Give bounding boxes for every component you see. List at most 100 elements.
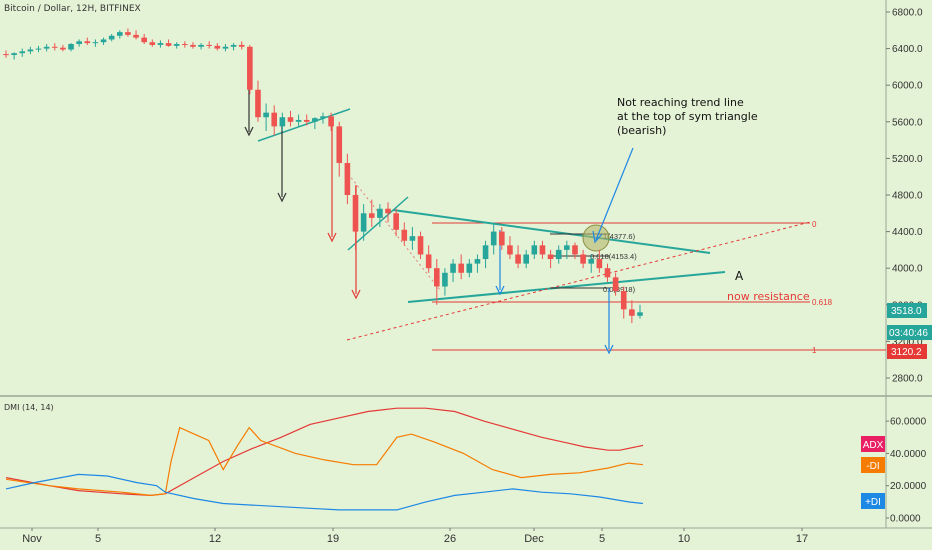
candle-body[interactable] [190, 44, 196, 47]
arrow-red-1[interactable] [327, 120, 337, 243]
triangle-upper-line[interactable] [392, 209, 711, 254]
flag-line[interactable] [347, 196, 409, 251]
candle-body[interactable] [466, 263, 473, 273]
candle-body[interactable] [19, 51, 26, 54]
candle-body[interactable] [295, 119, 302, 122]
candle-body[interactable] [230, 44, 237, 47]
candle-body[interactable] [238, 44, 245, 47]
candle-body[interactable] [125, 32, 131, 35]
candle-body[interactable] [328, 116, 334, 127]
candle-body[interactable] [442, 272, 448, 287]
candle-body[interactable] [515, 254, 521, 264]
candle-body[interactable] [604, 268, 611, 278]
price-pane[interactable] [0, 0, 886, 395]
candle-body[interactable] [182, 44, 188, 46]
candle-body[interactable] [531, 245, 538, 255]
candle-body[interactable] [320, 116, 326, 119]
candle-body[interactable] [116, 32, 123, 36]
time-axis-label: 12 [209, 533, 221, 545]
candle-body[interactable] [499, 231, 505, 246]
arrow-note-pointer[interactable] [592, 147, 634, 244]
candle-body[interactable] [588, 259, 595, 264]
fib-1-right-label: 1 [812, 346, 817, 355]
time-axis-label: 26 [444, 533, 456, 545]
candle-body[interactable] [385, 208, 391, 214]
candle-body[interactable] [620, 291, 627, 310]
dmi-pane[interactable] [0, 398, 886, 528]
candle-body[interactable] [27, 49, 34, 52]
time-axis-label: Dec [524, 533, 544, 545]
candle-body[interactable] [482, 245, 489, 260]
candle-body[interactable] [612, 277, 619, 292]
candle-body[interactable] [271, 112, 278, 127]
candle-body[interactable] [458, 263, 464, 273]
candle-body[interactable] [377, 208, 383, 218]
dashed-trend-line[interactable] [346, 221, 811, 341]
candle-body[interactable] [222, 46, 229, 49]
candle-body[interactable] [141, 37, 147, 43]
candle-body[interactable] [312, 118, 318, 122]
candle-body[interactable] [344, 162, 351, 195]
candle-body[interactable] [84, 41, 91, 44]
candle-body[interactable] [555, 249, 562, 260]
candle-body[interactable] [637, 312, 643, 316]
candle-body[interactable] [247, 46, 253, 90]
candle-body[interactable] [433, 268, 440, 287]
candle-body[interactable] [3, 54, 9, 56]
arrow-dark-2[interactable] [277, 118, 287, 203]
candle-body[interactable] [352, 195, 359, 232]
candle-body[interactable] [523, 254, 530, 264]
candle-body[interactable] [133, 34, 139, 38]
candle-body[interactable] [255, 89, 261, 118]
candle-body[interactable] [547, 254, 554, 260]
dmi-line-di[interactable] [5, 426, 644, 497]
candle-body[interactable] [393, 213, 399, 230]
candle-body[interactable] [68, 44, 74, 50]
candle-body[interactable] [564, 245, 570, 250]
candle-body[interactable] [425, 254, 432, 269]
triangle-lower-line[interactable] [407, 271, 726, 303]
candle-body[interactable] [409, 236, 416, 241]
candle-body[interactable] [401, 229, 408, 241]
candle-body[interactable] [214, 45, 221, 49]
candle-body[interactable] [11, 53, 17, 56]
candle-body[interactable] [198, 44, 204, 47]
candle-body[interactable] [417, 236, 424, 255]
candle-body[interactable] [100, 39, 107, 43]
candle-body[interactable] [474, 259, 481, 264]
candle-body[interactable] [60, 47, 66, 50]
candle-body[interactable] [263, 112, 269, 118]
candle-body[interactable] [157, 43, 164, 45]
candle-body[interactable] [51, 46, 58, 48]
pennant-line[interactable] [257, 108, 351, 142]
candle-body[interactable] [507, 245, 513, 255]
highlight-circle[interactable] [582, 224, 610, 252]
dmi-tick-label: 40.0000 [890, 449, 927, 460]
candle-body[interactable] [279, 117, 286, 127]
candle-body[interactable] [303, 119, 310, 122]
candle-body[interactable] [165, 43, 172, 46]
candle-body[interactable] [629, 309, 635, 316]
candle-body[interactable] [580, 254, 586, 264]
candle-body[interactable] [490, 231, 497, 246]
candle-body[interactable] [287, 117, 294, 122]
candle-body[interactable] [173, 44, 180, 46]
candle-body[interactable] [450, 263, 456, 273]
candle-body[interactable] [149, 42, 156, 45]
time-axis-label: 5 [599, 533, 605, 545]
arrow-blue-2[interactable] [604, 288, 614, 355]
candle-body[interactable] [596, 259, 603, 269]
dmi-line-di[interactable] [5, 473, 644, 511]
candle-body[interactable] [572, 245, 578, 255]
candle-body[interactable] [43, 46, 50, 49]
candle-body[interactable] [539, 245, 546, 255]
candle-body[interactable] [35, 48, 42, 50]
candle-body[interactable] [76, 41, 82, 45]
candle-body[interactable] [206, 44, 213, 46]
candle-body[interactable] [368, 213, 375, 218]
candle-body[interactable] [336, 126, 343, 163]
candle-body[interactable] [360, 213, 367, 232]
candle-body[interactable] [92, 42, 99, 44]
candle-body[interactable] [108, 35, 115, 40]
dashed-diagonal[interactable] [344, 169, 441, 291]
